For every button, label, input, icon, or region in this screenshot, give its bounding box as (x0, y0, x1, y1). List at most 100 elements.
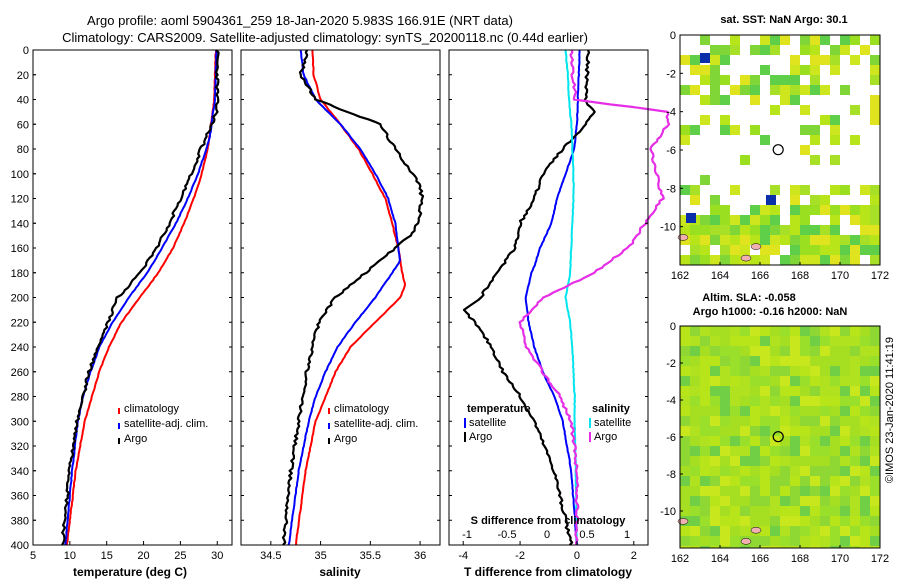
map-cell (750, 225, 760, 235)
map-cell (690, 85, 700, 95)
map-cell (740, 75, 750, 85)
map-cell (820, 225, 830, 235)
map-cell (840, 456, 850, 466)
map-cell (760, 386, 770, 396)
map-cell (770, 35, 780, 45)
map-cell (840, 486, 850, 496)
map-cell (720, 45, 730, 55)
map-cell (680, 225, 690, 235)
map-cell (810, 205, 820, 215)
map-cell-cold (766, 195, 776, 205)
map-cell (830, 356, 840, 366)
map-cell (730, 386, 740, 396)
depth-tick-label: 240 (11, 342, 29, 354)
map-cell (740, 546, 750, 548)
map-cell (840, 416, 850, 426)
map-cell (760, 225, 770, 235)
map-cell (800, 376, 810, 386)
map-cell (840, 396, 850, 406)
map-cell (730, 406, 740, 416)
map-cell (700, 225, 710, 235)
map-cell (800, 336, 810, 346)
map-cell (860, 366, 870, 376)
map-cell (790, 85, 800, 95)
map-cell (720, 416, 730, 426)
map-cell (810, 546, 820, 548)
map-cell (840, 436, 850, 446)
map-cell (850, 546, 860, 548)
map-cell (800, 406, 810, 416)
map-cell (750, 205, 760, 215)
map-cell (850, 486, 860, 496)
map-cell (710, 55, 720, 65)
map-cell (780, 85, 790, 95)
map-cell (690, 225, 700, 235)
map-cell (830, 245, 840, 255)
map-cell (850, 506, 860, 516)
map-cell (870, 546, 880, 548)
map-cell (790, 356, 800, 366)
map-cell (760, 456, 770, 466)
map-cell (850, 466, 860, 476)
map-cell (870, 406, 880, 416)
legend-heading-salinity: salinity (592, 403, 631, 415)
s-tick-label: 0.5 (579, 529, 594, 541)
map-cell (740, 476, 750, 486)
map-cell (780, 546, 790, 548)
map-cell (840, 185, 850, 195)
map-cell (790, 205, 800, 215)
map-cell (760, 446, 770, 456)
map-cell (830, 386, 840, 396)
map-cell (780, 366, 790, 376)
map-cell (840, 336, 850, 346)
map-cell (800, 456, 810, 466)
map-cell (740, 155, 750, 165)
map-xtick-label: 162 (671, 553, 689, 565)
map-cell (730, 396, 740, 406)
map-cell (860, 326, 870, 336)
map-cell (790, 185, 800, 195)
map-cell (730, 125, 740, 135)
depth-tick-label: 160 (11, 243, 29, 255)
map-cell (830, 506, 840, 516)
map-cell (700, 175, 710, 185)
map-cell (700, 346, 710, 356)
map-cell (790, 486, 800, 496)
map-cell (800, 446, 810, 456)
map-cell (720, 486, 730, 496)
map-cell (820, 356, 830, 366)
map-cell (750, 215, 760, 225)
map-cell (760, 406, 770, 416)
map-cell (860, 466, 870, 476)
sst-map-title: sat. SST: NaN Argo: 30.1 (720, 14, 847, 26)
map-ytick-label: -8 (666, 469, 676, 481)
map-cell (750, 486, 760, 496)
map-cell (830, 215, 840, 225)
s-tick-label: -1 (462, 529, 472, 541)
title-line-2: Climatology: CARS2009. Satellite-adjuste… (62, 30, 588, 45)
map-cell (720, 205, 730, 215)
map-cell (760, 346, 770, 356)
map-cell (780, 426, 790, 436)
map-cell (870, 506, 880, 516)
map-cell (820, 245, 830, 255)
map-cell (740, 466, 750, 476)
map-cell (770, 326, 780, 336)
map-cell (720, 496, 730, 506)
map-cell (760, 466, 770, 476)
map-cell (690, 466, 700, 476)
map-cell (680, 356, 690, 366)
map-cell (720, 456, 730, 466)
map-cell (800, 476, 810, 486)
map-cell (800, 386, 810, 396)
map-cell (690, 496, 700, 506)
map-xtick-label: 164 (711, 270, 729, 282)
map-cell (860, 235, 870, 245)
map-cell (720, 215, 730, 225)
map-cell (680, 386, 690, 396)
map-cell (770, 366, 780, 376)
depth-tick-label: 360 (11, 491, 29, 503)
map-cell (810, 366, 820, 376)
map-cell (830, 366, 840, 376)
map-cell (680, 376, 690, 386)
